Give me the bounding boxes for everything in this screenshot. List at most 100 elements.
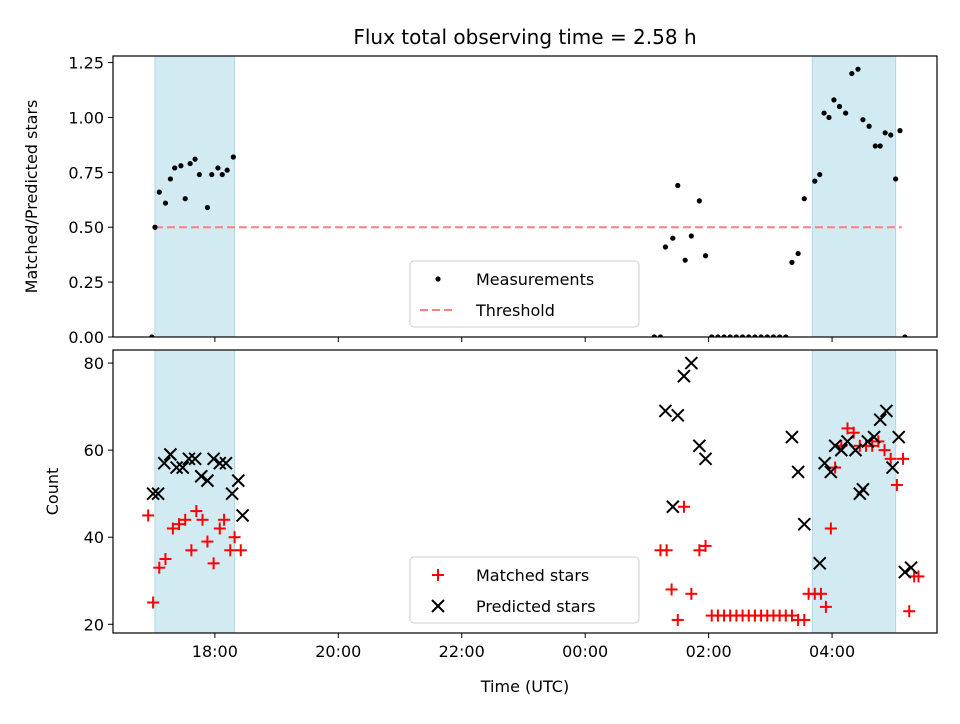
ratio-frame bbox=[112, 55, 938, 338]
measurements-point bbox=[662, 244, 669, 250]
predicted-stars-point-b bbox=[873, 412, 887, 427]
count-y-tick-label: 20 bbox=[84, 615, 104, 634]
predicted-stars-point-b bbox=[848, 443, 863, 457]
predicted-stars-point bbox=[879, 404, 894, 418]
count-shaded-interval bbox=[154, 349, 236, 634]
predicted-stars-point-b bbox=[904, 560, 918, 575]
predicted-stars-point bbox=[200, 473, 215, 488]
legend-marker-b bbox=[431, 599, 445, 613]
measurements-point bbox=[801, 196, 807, 202]
measurements-point bbox=[209, 171, 215, 178]
matched-stars-point bbox=[173, 518, 186, 531]
matched-stars-point bbox=[884, 452, 897, 465]
predicted-stars-point-b bbox=[692, 439, 707, 453]
predicted-stars-point bbox=[848, 443, 863, 457]
predicted-stars-point-b bbox=[194, 469, 208, 483]
measurements-point bbox=[651, 334, 657, 337]
predicted-stars-point bbox=[834, 443, 849, 457]
measurements-point bbox=[709, 334, 715, 337]
matched-stars-point bbox=[660, 544, 673, 557]
measurements-point bbox=[172, 165, 178, 171]
predicted-stars-point-b bbox=[157, 456, 171, 470]
predicted-stars-point bbox=[828, 439, 842, 453]
measurements-point bbox=[817, 171, 823, 178]
matched-stars-point bbox=[213, 522, 226, 535]
count-y-axis-label: Count bbox=[43, 468, 62, 516]
measurements-point bbox=[849, 70, 855, 77]
predicted-stars-point bbox=[235, 508, 250, 523]
predicted-stars-point bbox=[813, 556, 827, 571]
matched-stars-point bbox=[179, 513, 192, 526]
count-points bbox=[142, 356, 925, 626]
count-y-tick-label: 40 bbox=[84, 528, 104, 547]
measurements-point bbox=[675, 182, 681, 189]
predicted-stars-point bbox=[157, 456, 171, 470]
predicted-stars-point-b bbox=[219, 456, 233, 470]
matched-stars-point bbox=[153, 561, 166, 574]
measurements-point bbox=[783, 334, 789, 337]
predicted-stars-point bbox=[904, 560, 918, 575]
predicted-stars-point bbox=[213, 456, 227, 470]
predicted-stars-point-b bbox=[785, 430, 799, 444]
measurements-point bbox=[836, 103, 843, 110]
predicted-stars-point bbox=[824, 465, 838, 479]
matched-stars-point bbox=[685, 587, 698, 600]
measurements-point bbox=[224, 167, 230, 173]
predicted-stars-point-b bbox=[231, 473, 246, 488]
predicted-stars-point-b bbox=[834, 443, 849, 457]
ratio-shaded-interval bbox=[811, 55, 897, 338]
ratio-y-axis-label: Matched/Predicted stars bbox=[22, 100, 41, 294]
predicted-stars-point-b bbox=[813, 556, 827, 571]
ratio-shaded-interval bbox=[154, 55, 236, 338]
measurements-point bbox=[696, 198, 702, 204]
matched-stars-point bbox=[207, 557, 220, 570]
ratio-y-tick-label: 1.25 bbox=[68, 54, 104, 73]
ratio-legend: Measurements Threshold bbox=[409, 260, 640, 328]
measurements-point bbox=[893, 176, 899, 182]
predicted-stars-point-b bbox=[856, 482, 870, 497]
measurements-point bbox=[877, 143, 883, 149]
matched-stars-point bbox=[147, 596, 160, 609]
predicted-stars-point-b bbox=[206, 452, 221, 466]
measurements-point bbox=[843, 110, 849, 116]
legend-marker bbox=[435, 276, 441, 282]
predicted-stars-point bbox=[666, 500, 680, 514]
matched-stars-point bbox=[785, 609, 798, 622]
count-legend: Matched stars Predicted stars bbox=[409, 556, 640, 624]
predicted-stars-point-b bbox=[677, 369, 691, 383]
matched-stars-point bbox=[890, 478, 903, 491]
legend-label: Predicted stars bbox=[476, 597, 596, 616]
matched-stars-point bbox=[190, 505, 203, 518]
predicted-stars-point bbox=[785, 430, 799, 444]
measurements-point bbox=[872, 143, 878, 149]
predicted-stars-point-b bbox=[671, 408, 685, 423]
predicted-stars-point bbox=[146, 486, 160, 501]
predicted-stars-point bbox=[861, 434, 875, 449]
predicted-stars-point bbox=[169, 460, 184, 475]
matched-stars-point bbox=[228, 531, 241, 544]
measurements-point bbox=[882, 130, 888, 136]
measurements-point bbox=[831, 97, 837, 103]
matched-stars-point bbox=[897, 452, 910, 465]
predicted-stars-point-b bbox=[698, 452, 713, 466]
predicted-stars-point-b bbox=[879, 404, 894, 418]
ratio-panel: 0.00 0.25 0.50 0.75 1.00 1.25 Matched/Predicte… bbox=[22, 54, 938, 347]
matched-stars-point bbox=[798, 613, 811, 626]
measurements-point bbox=[826, 114, 832, 121]
predicted-stars-point bbox=[684, 356, 699, 370]
measurements-point bbox=[162, 200, 169, 206]
matched-stars-point bbox=[185, 544, 198, 557]
ratio-y-tick-label: 0.75 bbox=[68, 163, 104, 182]
predicted-stars-point-b bbox=[176, 460, 190, 475]
predicted-stars-point bbox=[873, 412, 887, 427]
predicted-stars-point-b bbox=[817, 456, 832, 470]
predicted-stars-point-b bbox=[658, 404, 673, 418]
matched-stars-point bbox=[819, 600, 832, 613]
predicted-stars-point bbox=[867, 430, 881, 444]
chart-title: Flux total observing time = 2.58 h bbox=[353, 25, 696, 49]
measurements-point bbox=[795, 250, 801, 257]
ratio-legend-box bbox=[409, 260, 640, 328]
predicted-stars-point-b bbox=[163, 447, 178, 462]
predicted-stars-point-b bbox=[169, 460, 184, 475]
measurements-point bbox=[657, 334, 664, 337]
